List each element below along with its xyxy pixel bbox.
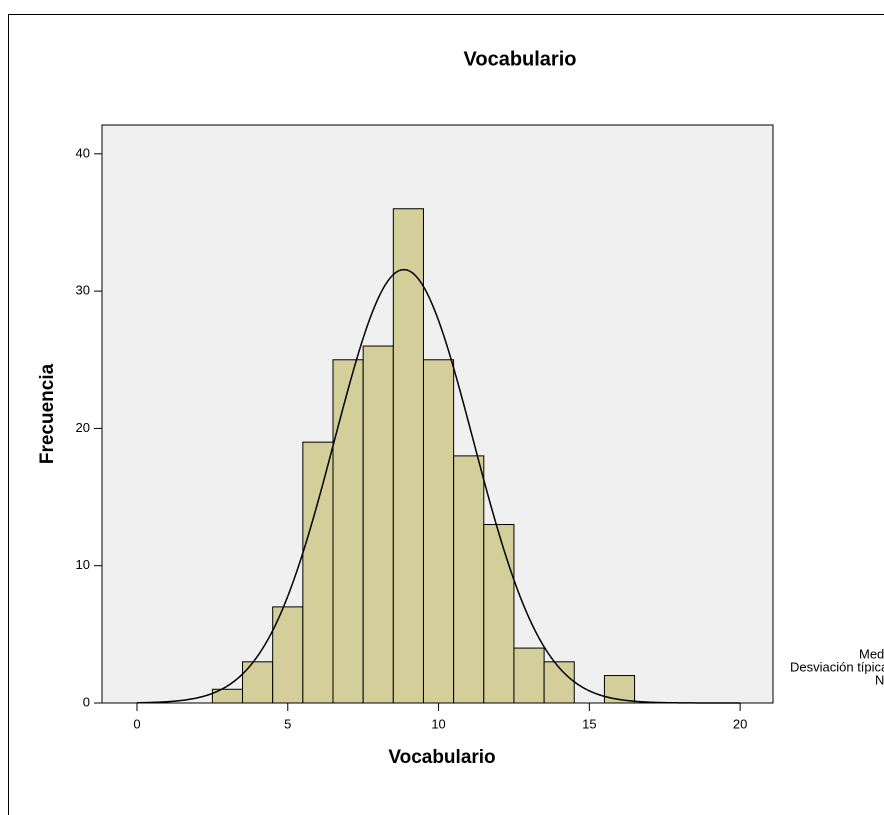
bar — [242, 661, 274, 704]
legend-label: Media — [859, 646, 884, 661]
bar — [362, 345, 394, 704]
bar — [302, 441, 334, 704]
bar — [332, 359, 364, 704]
x-tick-label: 5 — [284, 716, 291, 731]
normal-curve — [136, 268, 741, 704]
y-tick-label: 10 — [76, 557, 90, 572]
x-tick-label: 20 — [733, 716, 747, 731]
bar — [513, 647, 545, 704]
y-axis-label: Frecuencia — [37, 363, 58, 464]
x-tick-label: 0 — [133, 716, 140, 731]
y-tick-label: 0 — [83, 694, 90, 709]
x-tick-label: 15 — [582, 716, 596, 731]
y-tick-label: 30 — [76, 283, 90, 298]
x-tick-label: 10 — [431, 716, 445, 731]
bar — [603, 675, 636, 704]
chart-title: Vocabulario — [464, 48, 577, 70]
bar — [392, 208, 424, 704]
legend-label: N — [875, 672, 884, 687]
x-axis-label: Vocabulario — [388, 747, 495, 768]
y-tick-label: 20 — [76, 420, 90, 435]
bar — [483, 524, 515, 704]
legend-label: Desviación típica — [790, 659, 884, 674]
y-tick-label: 40 — [76, 145, 90, 160]
bar — [453, 455, 485, 704]
bar — [422, 359, 455, 704]
